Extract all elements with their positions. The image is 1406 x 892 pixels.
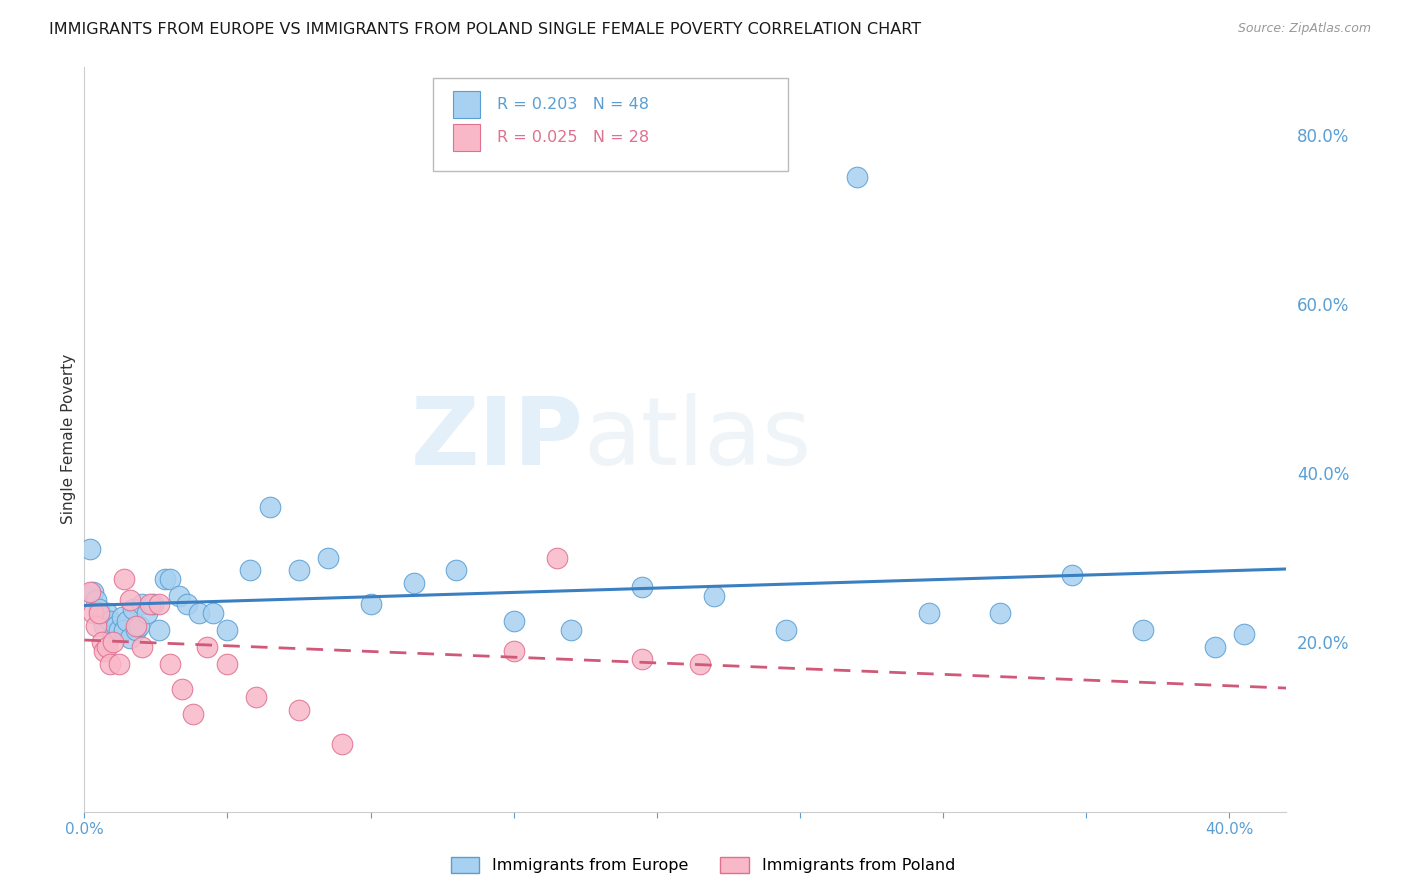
Point bbox=[631, 581, 654, 595]
Point bbox=[167, 589, 190, 603]
Point bbox=[245, 690, 267, 705]
Point bbox=[217, 657, 239, 671]
Point bbox=[120, 593, 142, 607]
Point bbox=[197, 640, 219, 654]
Point bbox=[120, 631, 142, 645]
Point bbox=[79, 584, 101, 599]
Point bbox=[125, 618, 148, 632]
Point bbox=[288, 703, 311, 717]
Point bbox=[104, 618, 127, 632]
Point bbox=[131, 640, 153, 654]
Point bbox=[148, 623, 170, 637]
Point bbox=[136, 606, 159, 620]
Text: R = 0.025   N = 28: R = 0.025 N = 28 bbox=[496, 130, 648, 145]
Point bbox=[98, 615, 121, 629]
Point bbox=[82, 584, 104, 599]
Point bbox=[114, 572, 135, 586]
Point bbox=[159, 657, 181, 671]
Point bbox=[153, 572, 176, 586]
Point bbox=[131, 598, 153, 612]
Text: IMMIGRANTS FROM EUROPE VS IMMIGRANTS FROM POLAND SINGLE FEMALE POVERTY CORRELATI: IMMIGRANTS FROM EUROPE VS IMMIGRANTS FRO… bbox=[49, 22, 921, 37]
Point bbox=[502, 644, 524, 658]
Point bbox=[775, 623, 797, 637]
Point bbox=[560, 623, 582, 637]
Point bbox=[316, 550, 339, 565]
Point bbox=[90, 610, 112, 624]
Point bbox=[122, 601, 145, 615]
Y-axis label: Single Female Poverty: Single Female Poverty bbox=[60, 354, 76, 524]
Point bbox=[288, 564, 311, 578]
Point bbox=[360, 598, 382, 612]
Point bbox=[1232, 627, 1254, 641]
Text: atlas: atlas bbox=[583, 393, 811, 485]
Text: Source: ZipAtlas.com: Source: ZipAtlas.com bbox=[1237, 22, 1371, 36]
Point bbox=[87, 606, 110, 620]
Point bbox=[239, 564, 262, 578]
Point bbox=[98, 657, 121, 671]
FancyBboxPatch shape bbox=[433, 78, 787, 171]
Point bbox=[546, 550, 568, 565]
Point bbox=[159, 572, 181, 586]
Point bbox=[330, 737, 353, 751]
Point bbox=[217, 623, 239, 637]
Text: ZIP: ZIP bbox=[411, 393, 583, 485]
Point bbox=[846, 169, 869, 184]
Point bbox=[93, 644, 115, 658]
Point bbox=[187, 606, 209, 620]
Point bbox=[90, 635, 112, 649]
Point bbox=[101, 635, 124, 649]
Point bbox=[181, 707, 204, 722]
Point bbox=[96, 640, 118, 654]
Point bbox=[502, 615, 524, 629]
Legend: Immigrants from Europe, Immigrants from Poland: Immigrants from Europe, Immigrants from … bbox=[444, 850, 962, 880]
Point bbox=[259, 500, 281, 514]
Point bbox=[142, 598, 165, 612]
Point bbox=[79, 542, 101, 557]
Point bbox=[631, 652, 654, 666]
Point bbox=[703, 589, 725, 603]
Point bbox=[128, 618, 150, 632]
Point bbox=[93, 618, 115, 632]
Point bbox=[114, 623, 135, 637]
Point bbox=[988, 606, 1011, 620]
Point bbox=[148, 598, 170, 612]
Point bbox=[176, 598, 198, 612]
Point bbox=[84, 618, 107, 632]
Point bbox=[1132, 623, 1154, 637]
Point bbox=[107, 623, 129, 637]
Point bbox=[918, 606, 941, 620]
Point bbox=[87, 601, 110, 615]
Point bbox=[202, 606, 225, 620]
Text: R = 0.203   N = 48: R = 0.203 N = 48 bbox=[496, 97, 648, 112]
Point bbox=[96, 606, 118, 620]
Point bbox=[689, 657, 711, 671]
Point bbox=[446, 564, 468, 578]
FancyBboxPatch shape bbox=[453, 92, 479, 119]
Point bbox=[117, 615, 139, 629]
Point bbox=[101, 627, 124, 641]
Point bbox=[139, 598, 162, 612]
Point bbox=[1204, 640, 1226, 654]
Point bbox=[107, 657, 129, 671]
Point bbox=[402, 576, 425, 591]
Point bbox=[82, 606, 104, 620]
FancyBboxPatch shape bbox=[453, 124, 479, 151]
Point bbox=[170, 681, 193, 696]
Point bbox=[110, 610, 132, 624]
Point bbox=[84, 593, 107, 607]
Point bbox=[125, 623, 148, 637]
Point bbox=[1060, 567, 1083, 582]
